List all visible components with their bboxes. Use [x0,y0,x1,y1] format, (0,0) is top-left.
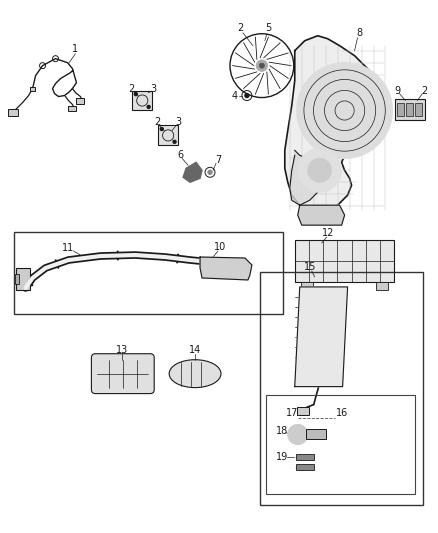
Bar [158,125,178,146]
Text: 11: 11 [62,243,74,253]
Circle shape [288,424,308,445]
Bar [296,464,314,470]
Circle shape [298,148,342,192]
Bar [132,91,152,110]
Text: 15: 15 [304,262,316,272]
Bar [306,430,326,439]
Text: 9: 9 [394,86,400,95]
Bar [8,109,18,116]
Polygon shape [290,150,321,205]
Text: 14: 14 [189,345,201,355]
Text: 8: 8 [357,28,363,38]
Text: 16: 16 [336,408,348,417]
Text: 19: 19 [276,453,288,463]
Circle shape [134,93,138,95]
Text: 3: 3 [175,117,181,127]
Circle shape [160,127,163,131]
Text: 1: 1 [72,44,78,54]
Circle shape [208,171,212,174]
Circle shape [245,94,249,98]
Text: 4: 4 [232,91,238,101]
Bar [266,394,415,494]
Bar [68,106,77,111]
Bar [77,98,85,103]
Bar [396,99,425,120]
Text: 13: 13 [116,345,128,355]
Circle shape [308,158,332,182]
Text: 17: 17 [286,408,298,417]
Text: 18: 18 [276,426,288,437]
Text: 7: 7 [215,155,221,165]
FancyBboxPatch shape [92,354,154,393]
Text: 10: 10 [214,242,226,252]
Text: 2: 2 [421,86,427,95]
Circle shape [256,60,268,71]
Bar [297,407,309,415]
Circle shape [297,63,392,158]
Text: 2: 2 [154,117,160,127]
Text: 2: 2 [128,84,134,94]
Text: 6: 6 [177,150,183,160]
Text: 12: 12 [321,228,334,238]
Bar [14,274,19,284]
Bar [295,240,395,282]
Ellipse shape [169,360,221,387]
Circle shape [147,106,150,108]
Bar [406,102,413,117]
Bar [296,455,314,461]
Bar [397,102,404,117]
Bar [377,282,389,290]
Text: 2: 2 [237,23,243,33]
Bar [301,282,313,290]
Bar [30,86,35,91]
Bar [16,268,30,290]
Circle shape [259,63,265,68]
Bar [260,272,424,505]
Polygon shape [298,205,345,225]
Polygon shape [183,163,202,182]
Text: 3: 3 [150,84,156,94]
Polygon shape [295,287,348,386]
Polygon shape [285,36,385,210]
Bar [14,232,283,314]
Polygon shape [200,257,252,280]
Circle shape [173,140,176,143]
Bar [415,102,422,117]
Text: 5: 5 [265,23,271,33]
